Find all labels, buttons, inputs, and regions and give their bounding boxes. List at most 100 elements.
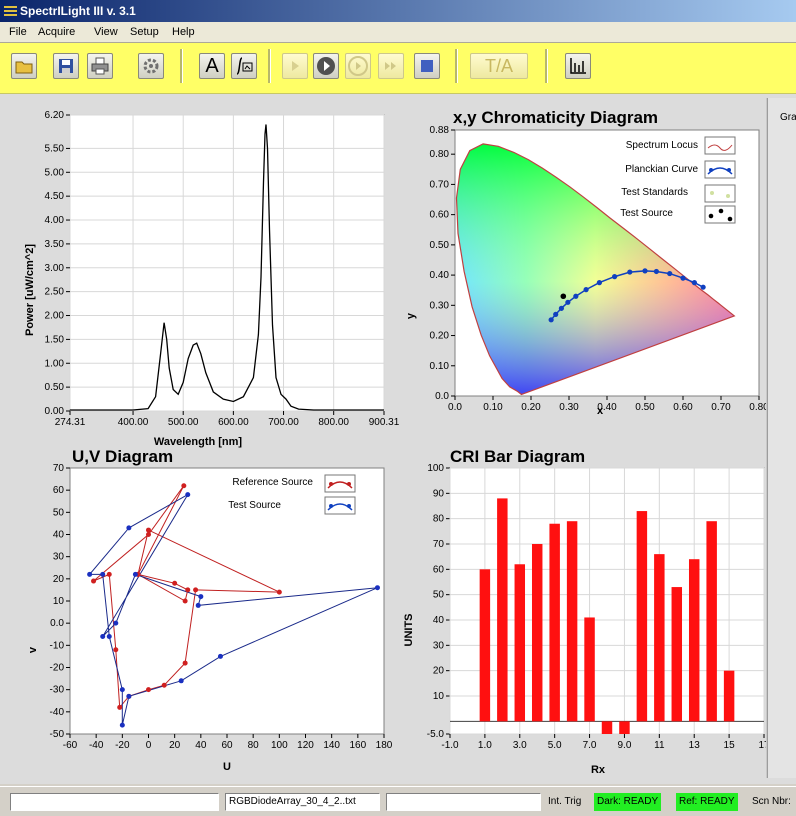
legend-spectrum-locus-line	[707, 144, 733, 151]
cri-y-tick-label: 30	[433, 640, 445, 651]
cri-bar	[479, 569, 491, 722]
menu-file[interactable]: File	[9, 26, 27, 38]
chromaticity-axes: 0.0 0.10 0.20 0.30 0.40 0.50 0.60 0.70 0.80 0.88 0…	[430, 125, 766, 413]
chromaticity-x-tick-label: 0.30	[559, 402, 579, 413]
legend-uv-test-source-point	[347, 504, 351, 508]
cri-bar	[688, 559, 700, 722]
cri-bar	[514, 564, 526, 722]
chromaticity-x-tick-label: 0.0	[448, 402, 462, 413]
menu-view[interactable]: View	[94, 26, 118, 38]
spectrum-x-tick-label: 700.00	[268, 417, 299, 428]
legend-test-source-point	[718, 208, 724, 214]
spectrum-grid	[69, 114, 385, 412]
uv-x-tick-label: 20	[169, 740, 181, 751]
cri-bar	[619, 721, 630, 734]
legend-uv-test-source-line	[327, 503, 353, 511]
run-button[interactable]	[313, 53, 339, 79]
cri-y-tick-label: 20	[433, 666, 445, 677]
uv-x-tick-label: 40	[195, 740, 207, 751]
test-source-point	[217, 653, 223, 659]
save-button[interactable]	[53, 53, 79, 79]
cri-bar	[549, 523, 560, 722]
cri-bar	[706, 521, 717, 722]
spectrum-x-tick-label: 600.00	[218, 417, 249, 428]
status-scan-number: Scn Nbr:	[752, 796, 791, 807]
continuous-button[interactable]	[345, 53, 371, 79]
graph-button[interactable]	[565, 53, 591, 79]
legend-test-standards-label: Test Standards	[621, 187, 688, 198]
cri-y-tick-label: 60	[433, 564, 445, 575]
play-circle-icon	[317, 57, 335, 75]
planckian-curve-point	[653, 268, 660, 275]
legend-planckian-point	[727, 168, 731, 172]
folder-icon	[15, 61, 33, 74]
uv-y-tick-label: -40	[50, 707, 65, 718]
cri-x-tick-label: 17	[758, 740, 766, 751]
uv-y-tick-label: 10	[53, 596, 65, 607]
cri-title: CRI Bar Diagram	[450, 447, 585, 466]
test-source-point	[374, 585, 380, 591]
cri-y-tick-label: 50	[433, 590, 445, 601]
spectrum-y-tick-label: 0.50	[45, 382, 65, 393]
open-button[interactable]	[11, 53, 37, 79]
reference-source-point	[113, 647, 119, 653]
cri-y-tick-label: 90	[433, 488, 445, 499]
menu-setup[interactable]: Setup	[130, 26, 159, 38]
toolbar-separator	[545, 49, 548, 83]
uv-y-tick-label: 30	[53, 552, 65, 563]
spectrum-y-tick-label: 0.00	[45, 406, 65, 417]
test-source-point	[195, 602, 201, 608]
planckian-curve-point	[680, 275, 686, 281]
autoscale-a-button[interactable]: A	[199, 53, 225, 79]
status-field-1	[10, 793, 219, 811]
test-source-point	[178, 678, 184, 684]
uv-panel: U,V Diagram 70 60 50 40 30 20 10 0.0 -10 -20 -30 -4…	[27, 447, 393, 773]
cri-y-tick-label: 70	[433, 539, 445, 550]
bar-graph-icon	[570, 58, 586, 74]
menu-acquire[interactable]: Acquire	[38, 26, 76, 38]
spectrum-series-line	[69, 124, 384, 411]
planckian-curve-point	[691, 280, 698, 286]
settings-button[interactable]	[138, 53, 164, 79]
gear-icon	[143, 58, 159, 74]
spectrum-x-tick-label: 800.00	[318, 417, 349, 428]
ta-button[interactable]: T/A	[470, 53, 528, 79]
spectrum-y-tick-label: 1.50	[45, 334, 65, 345]
uv-x-tick-label: -60	[63, 740, 78, 751]
chromaticity-y-tick-label: 0.0	[435, 391, 449, 402]
legend-planckian-curve-label: Planckian Curve	[625, 164, 698, 175]
planckian-curve-point	[548, 317, 554, 323]
planckian-curve-point	[583, 287, 589, 293]
cri-bar	[636, 511, 648, 722]
cri-y-tick-label: 100	[427, 463, 444, 474]
uv-x-tick-label: -40	[89, 740, 104, 751]
cri-bar	[497, 498, 508, 722]
spectrum-locus-line	[455, 143, 736, 396]
status-int-trig: Int. Trig	[548, 796, 582, 807]
cri-x-tick-label: -1.0	[441, 740, 459, 751]
chromaticity-x-tick-label: 0.60	[673, 402, 693, 413]
fast-forward-icon	[385, 62, 396, 70]
cri-x-axis-label: Rx	[591, 764, 606, 776]
reference-source-point	[146, 687, 151, 693]
cri-y-tick-label: 80	[433, 514, 445, 525]
chromaticity-y-tick-label: 0.10	[430, 361, 450, 372]
uv-y-tick-label: -10	[50, 640, 65, 651]
print-button[interactable]	[87, 53, 113, 79]
stop-button[interactable]	[414, 53, 440, 79]
uv-y-tick-label: 20	[53, 574, 65, 585]
chromaticity-y-tick-label: 0.30	[430, 300, 450, 311]
integral-button[interactable]	[231, 53, 257, 79]
step-button[interactable]	[282, 53, 308, 79]
chromaticity-x-tick-label: 0.70	[711, 402, 731, 413]
uv-x-tick-label: -20	[115, 740, 130, 751]
chromaticity-y-tick-label: 0.20	[430, 331, 450, 342]
fast-forward-button[interactable]	[378, 53, 404, 79]
chromaticity-x-tick-label: 0.80	[749, 402, 766, 413]
legend-planckian-curve-swatch	[704, 160, 736, 179]
chromaticity-x-axis-label: x	[597, 405, 604, 417]
uv-y-tick-label: 0.0	[50, 618, 64, 629]
cri-bar	[671, 587, 683, 722]
charts-area: 0.000.501.001.502.002.503.003.504.004.50…	[24, 108, 766, 776]
menu-help[interactable]: Help	[172, 26, 195, 38]
